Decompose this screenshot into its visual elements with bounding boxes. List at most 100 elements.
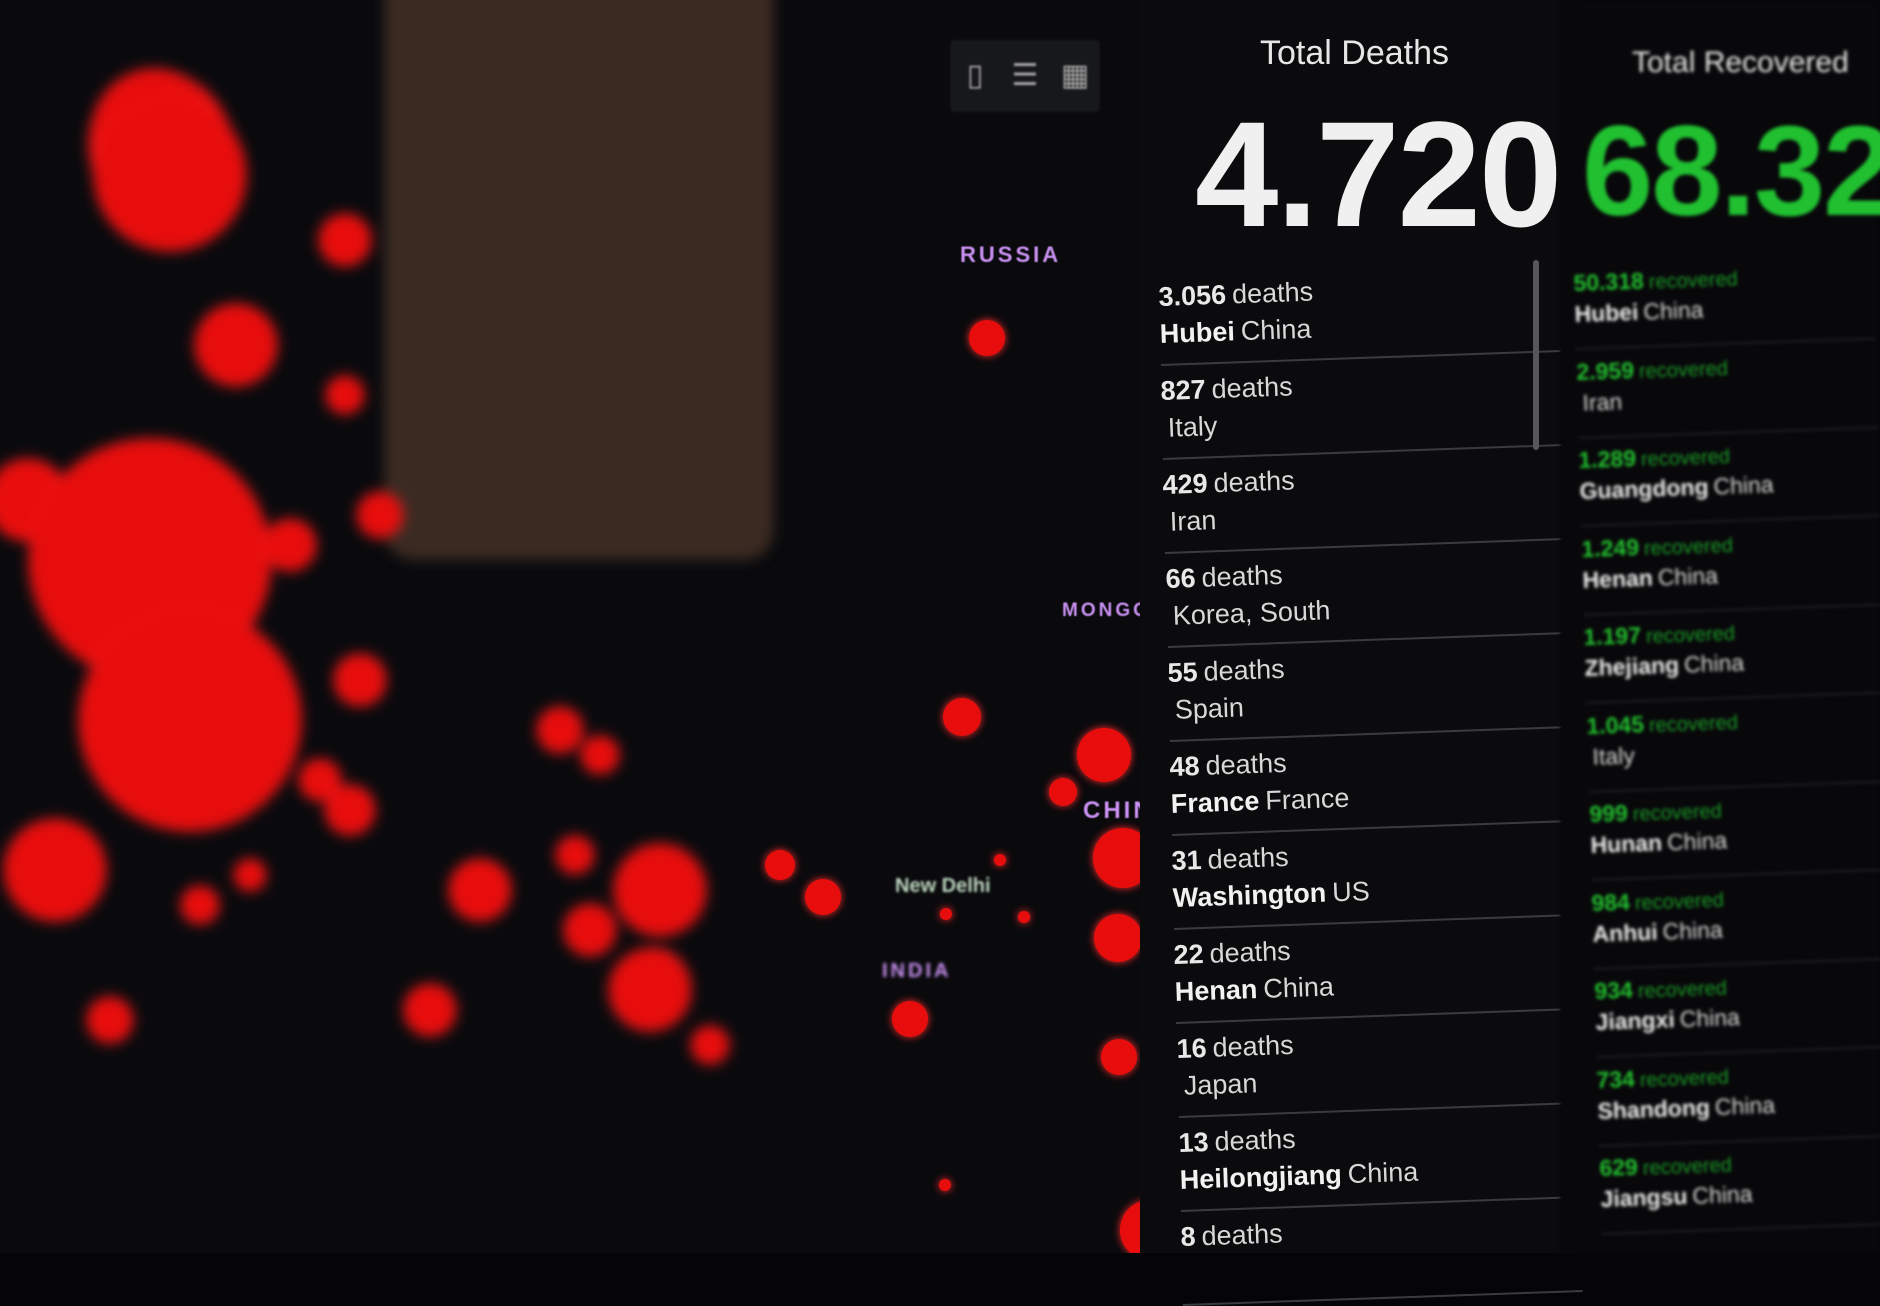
case-marker[interactable] — [405, 985, 455, 1035]
case-marker[interactable] — [335, 655, 385, 705]
deaths-list-item[interactable]: 429 deaths Iran — [1162, 456, 1566, 554]
case-marker[interactable] — [450, 860, 510, 920]
country-name — [1187, 1259, 1188, 1289]
region-name: France — [1170, 785, 1260, 819]
country-name: China — [1657, 561, 1719, 590]
recovered-count: 1.197 — [1583, 621, 1642, 650]
deaths-list-item[interactable]: 31 deaths Washington US — [1171, 832, 1574, 930]
recovered-unit: recovered — [1632, 800, 1722, 826]
deaths-unit: deaths — [1213, 1123, 1296, 1157]
qr-grid-icon[interactable]: ▦ — [1060, 59, 1090, 92]
case-marker[interactable] — [327, 377, 363, 413]
deaths-count: 48 — [1169, 750, 1201, 782]
recovered-list-item[interactable]: 984 recovered Anhui China — [1591, 879, 1880, 970]
case-marker[interactable] — [1077, 728, 1131, 782]
deaths-list-item[interactable]: 16 deaths Japan — [1175, 1020, 1579, 1118]
map-background — [0, 0, 774, 1063]
case-marker[interactable] — [565, 905, 615, 955]
deaths-list-item[interactable]: 827 deaths Italy — [1160, 362, 1563, 460]
recovered-list-item[interactable]: 629 recovered Jiangsu China — [1599, 1144, 1880, 1235]
total-recovered-value: 68.324 — [1582, 100, 1880, 243]
region-name: Jiangxi — [1594, 1006, 1676, 1035]
case-marker[interactable] — [182, 887, 218, 923]
case-marker[interactable] — [692, 1027, 728, 1063]
case-marker[interactable] — [196, 305, 276, 385]
deaths-unit: deaths — [1209, 935, 1292, 969]
case-marker[interactable] — [320, 215, 370, 265]
recovered-count: 1.045 — [1586, 710, 1645, 739]
region-name — [1577, 389, 1578, 415]
recovered-count: 1.289 — [1578, 444, 1637, 473]
deaths-list-item[interactable]: 8 deaths — [1180, 1208, 1583, 1306]
total-recovered-title: Total Recovered — [1632, 46, 1849, 79]
recovered-list-item[interactable]: 50.318 recovered Hubei China — [1573, 259, 1876, 350]
deaths-unit: deaths — [1211, 371, 1294, 405]
case-marker[interactable] — [326, 786, 374, 834]
deaths-list-item[interactable]: 48 deaths France France — [1169, 738, 1572, 836]
region-name: Henan — [1174, 974, 1259, 1007]
region-name: Jiangsu — [1600, 1182, 1688, 1212]
case-marker[interactable] — [95, 100, 245, 250]
case-marker[interactable] — [235, 860, 265, 890]
country-name: France — [1264, 782, 1350, 816]
case-marker[interactable] — [1018, 911, 1030, 923]
deaths-list-item[interactable]: 3.056 deaths Hubei China — [1158, 268, 1561, 366]
recovered-unit: recovered — [1639, 1065, 1730, 1091]
recovered-list-item[interactable]: 734 recovered Shandong China — [1596, 1056, 1880, 1147]
country-name: China — [1263, 971, 1335, 1004]
case-marker[interactable] — [939, 1179, 951, 1191]
case-marker[interactable] — [88, 998, 132, 1042]
case-marker[interactable] — [538, 708, 582, 752]
case-marker[interactable] — [805, 879, 841, 915]
recovered-list-item[interactable]: 1.289 recovered Guangdong China — [1578, 436, 1880, 527]
case-marker[interactable] — [1101, 1039, 1137, 1075]
case-marker[interactable] — [582, 737, 618, 773]
recovered-list-item[interactable]: 1.045 recovered Italy — [1586, 702, 1880, 793]
case-marker[interactable] — [610, 950, 690, 1030]
case-marker[interactable] — [994, 854, 1006, 866]
recovered-count: 50.318 — [1573, 267, 1645, 296]
map-view[interactable]: RUSSIA MONGO CHINA INDIA New Delhi ▯ ☰ ▦ — [0, 0, 1150, 1253]
case-marker[interactable] — [265, 520, 315, 570]
deaths-unit: deaths — [1202, 653, 1285, 687]
case-marker[interactable] — [5, 820, 105, 920]
case-marker[interactable] — [1094, 914, 1142, 962]
country-name: Italy — [1167, 411, 1219, 443]
recovered-list-item[interactable]: 934 recovered Jiangxi China — [1593, 967, 1880, 1058]
recovered-list-item[interactable]: 1.197 recovered Zhejiang China — [1583, 613, 1880, 704]
case-marker[interactable] — [557, 837, 593, 873]
recovered-unit: recovered — [1637, 977, 1727, 1003]
list-icon[interactable]: ☰ — [1011, 59, 1039, 92]
case-marker[interactable] — [615, 845, 705, 935]
case-marker[interactable] — [892, 1001, 928, 1037]
bookmark-icon[interactable]: ▯ — [966, 59, 984, 92]
total-deaths-title: Total Deaths — [1260, 34, 1449, 72]
deaths-count: 31 — [1171, 844, 1203, 876]
country-name: China — [1346, 1156, 1419, 1190]
deaths-list-item[interactable]: 55 deaths Spain — [1166, 644, 1570, 742]
deaths-count: 22 — [1173, 938, 1205, 970]
case-marker[interactable] — [1049, 778, 1077, 806]
country-name: China — [1642, 296, 1704, 325]
deaths-list-scrollbar[interactable] — [1533, 260, 1539, 450]
deaths-list-item[interactable]: 22 deaths Henan China — [1173, 926, 1577, 1024]
case-marker[interactable] — [765, 850, 795, 880]
country-name: Korea, South — [1171, 595, 1331, 631]
country-name: China — [1240, 313, 1312, 347]
deaths-list-item[interactable]: 13 deaths Heilongjiang China — [1177, 1114, 1581, 1212]
case-marker[interactable] — [80, 610, 300, 830]
case-marker[interactable] — [358, 493, 402, 537]
map-toolbar: ▯ ☰ ▦ — [950, 40, 1100, 112]
recovered-list-item[interactable]: 1.249 recovered Henan China — [1580, 525, 1880, 616]
case-marker[interactable] — [943, 698, 981, 736]
country-name: Spain — [1174, 692, 1245, 725]
region-name — [1164, 507, 1165, 537]
region-name — [1181, 1259, 1182, 1289]
recovered-list-item[interactable]: 999 recovered Hunan China — [1588, 790, 1880, 881]
country-name: China — [1713, 471, 1775, 500]
recovered-list-item[interactable]: 2.959 recovered Iran — [1575, 348, 1879, 439]
case-marker[interactable] — [969, 320, 1005, 356]
region-name: Anhui — [1592, 918, 1659, 947]
case-marker[interactable] — [940, 908, 952, 920]
deaths-list-item[interactable]: 66 deaths Korea, South — [1164, 550, 1568, 648]
